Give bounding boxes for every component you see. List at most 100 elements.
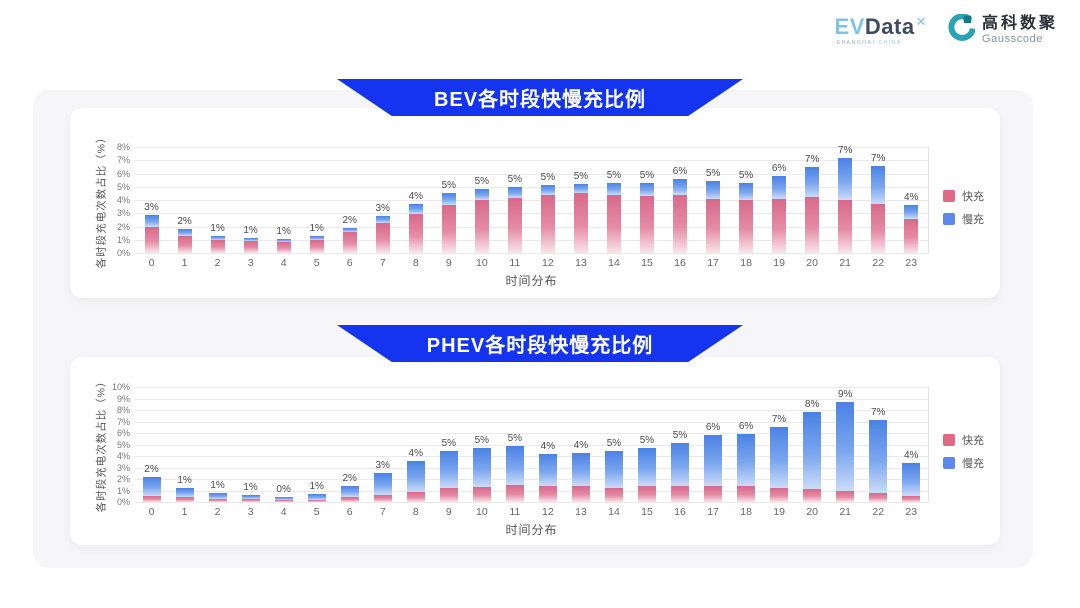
phev-y-tick-label: 8% — [116, 405, 130, 415]
bar-segment-slow — [573, 184, 588, 194]
bar-segment-fast — [177, 235, 192, 253]
bar-segment-slow — [704, 435, 723, 487]
gridline — [135, 253, 928, 254]
bar-segment-fast — [505, 485, 524, 502]
bev-bar-slot: 7% — [862, 147, 895, 253]
gridline — [135, 490, 928, 492]
x-tick-label: 2 — [214, 257, 221, 269]
bar-segment-slow — [309, 236, 324, 240]
phev-chart-title: PHEV各时段快慢充比例 — [426, 335, 654, 357]
bar-segment-fast — [803, 489, 822, 502]
phev-bar-slot: 7% — [862, 387, 895, 502]
phev-bar-hour-4 — [274, 497, 293, 502]
bar-segment-fast — [871, 203, 886, 253]
phev-bar-slot: 5% — [664, 387, 697, 502]
x-tick-label: 16 — [674, 257, 686, 269]
phev-bar-hour-10 — [472, 447, 491, 502]
bev-y-tick-label: 6% — [116, 168, 130, 179]
phev-bar-hour-22 — [869, 420, 888, 502]
phev-bar-hour-14 — [604, 450, 623, 502]
bev-y-tick-label: 0% — [116, 248, 130, 258]
x-tick-label: 20 — [806, 257, 818, 269]
bar-total-label: 6% — [672, 166, 688, 178]
bev-bar-hour-5 — [309, 236, 324, 253]
bev-bar-slot: 5% — [597, 147, 630, 253]
bar-segment-slow — [739, 182, 754, 200]
evdata-logo: EVData✕ SHANGHAI CHINA — [835, 15, 927, 46]
bev-bar-slot: 6% — [763, 147, 796, 253]
x-tick-label: 23 — [905, 257, 918, 269]
bev-bar-slot: 1% — [201, 147, 234, 253]
bar-segment-fast — [637, 485, 656, 502]
x-tick-label: 12 — [542, 506, 554, 518]
x-tick-label: 14 — [608, 257, 620, 269]
phev-bar-hour-20 — [803, 412, 822, 502]
bar-total-label: 2% — [177, 216, 192, 228]
legend-label: 慢充 — [962, 214, 984, 226]
bev-bar-hour-4 — [276, 239, 291, 253]
bar-total-label: 5% — [672, 430, 688, 442]
bev-bar-slot: 5% — [564, 147, 597, 253]
bar-total-label: 3% — [375, 460, 390, 472]
bar-total-label: 5% — [738, 169, 754, 181]
gausscode-logo: 高科数聚 Gausscode — [947, 13, 1058, 47]
bar-segment-slow — [241, 494, 260, 500]
x-tick-label: 17 — [707, 506, 719, 518]
bev-bar-hour-2 — [210, 235, 225, 253]
bar-segment-slow — [208, 492, 227, 499]
phev-bar-slot: 2% — [333, 387, 366, 502]
bar-total-label: 4% — [573, 439, 589, 451]
bar-segment-fast — [805, 197, 820, 253]
header-logos: EVData✕ SHANGHAI CHINA 高科数聚 Gausscode — [835, 13, 1058, 47]
bar-segment-slow — [902, 462, 921, 497]
x-tick-label: 21 — [839, 257, 852, 269]
bar-segment-slow — [606, 182, 621, 196]
x-tick-label: 13 — [575, 506, 587, 518]
bar-segment-fast — [243, 241, 258, 253]
phev-bar-slot: 7% — [763, 387, 796, 502]
phev-y-tick-label: 7% — [116, 416, 130, 427]
phev-legend: 快充 慢充 — [943, 432, 984, 478]
bar-segment-fast — [507, 198, 522, 253]
bar-segment-slow — [869, 420, 888, 493]
phev-y-tick-label: 9% — [116, 393, 130, 404]
phev-y-tick-label: 6% — [116, 428, 130, 438]
bar-segment-fast — [838, 200, 853, 253]
x-tick-label: 11 — [509, 257, 521, 269]
bar-total-label: 7% — [771, 414, 787, 426]
gridline — [135, 239, 928, 241]
bar-segment-fast — [340, 497, 359, 502]
bev-bar-hour-14 — [606, 182, 621, 253]
bar-segment-slow — [307, 493, 326, 500]
x-tick-label: 1 — [181, 506, 188, 518]
bev-bar-slot: 3% — [366, 147, 399, 253]
phev-y-tick-label: 0% — [116, 497, 130, 507]
gridline — [135, 160, 928, 162]
bar-segment-fast — [373, 495, 392, 502]
phev-bar-slot: 2% — [135, 387, 168, 502]
bev-y-tick-label: 5% — [116, 181, 130, 192]
phev-x-axis-title: 时间分布 — [505, 523, 558, 537]
bev-y-tick-label: 3% — [116, 208, 130, 219]
x-tick-label: 5 — [313, 257, 320, 269]
x-tick-label: 15 — [641, 506, 653, 518]
gausscode-en-name: Gausscode — [981, 33, 1044, 45]
bar-total-label: 5% — [606, 169, 622, 181]
bev-bar-slot: 4% — [895, 147, 928, 253]
bar-total-label: 1% — [309, 480, 324, 492]
x-tick-label: 18 — [740, 257, 752, 269]
x-tick-label: 17 — [707, 257, 719, 269]
bar-segment-slow — [639, 183, 654, 197]
bar-segment-fast — [439, 488, 458, 502]
phev-bar-slot: 5% — [597, 387, 630, 502]
gridline — [135, 186, 928, 188]
evdata-x-icon: ✕ — [915, 14, 927, 29]
gridline — [135, 387, 928, 388]
phev-bar-slot: 1% — [168, 387, 201, 502]
bar-segment-fast — [375, 223, 390, 253]
legend-swatch-fast — [943, 434, 955, 446]
phev-bar-slot: 1% — [300, 387, 333, 502]
bar-segment-slow — [737, 434, 756, 487]
bev-bar-hour-13 — [573, 184, 588, 253]
x-tick-label: 9 — [445, 257, 452, 269]
